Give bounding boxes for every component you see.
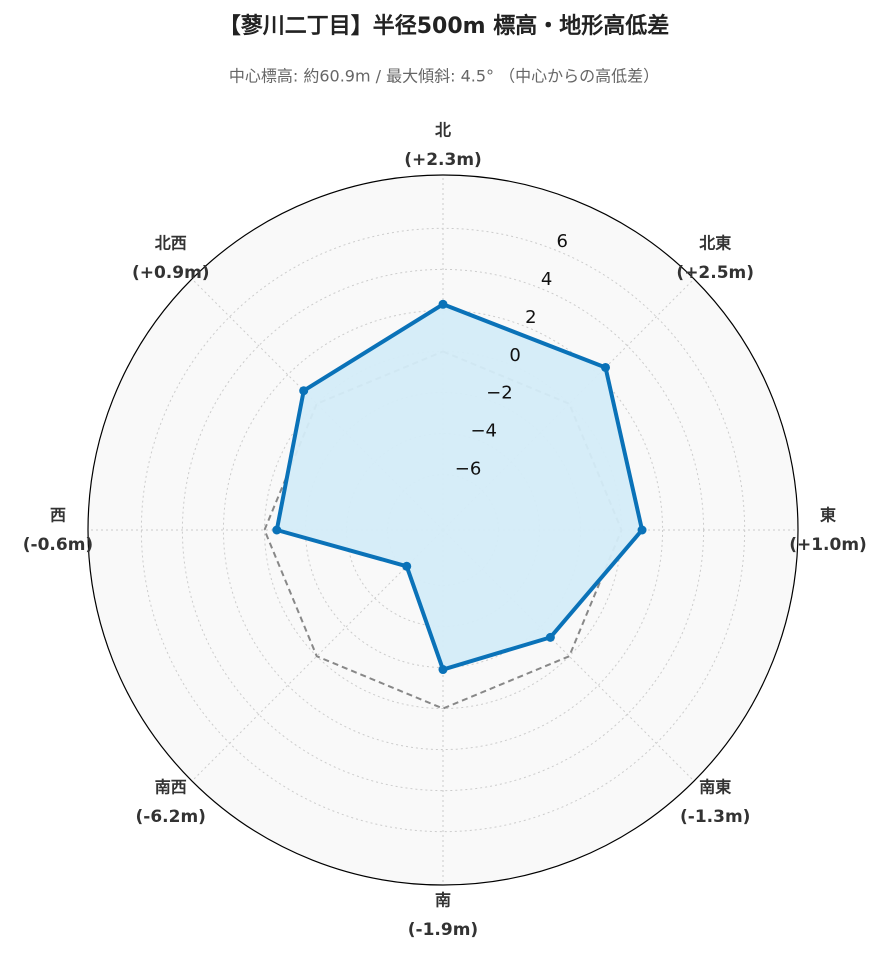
data-point bbox=[601, 362, 611, 372]
category-label: 北 bbox=[435, 121, 451, 140]
spoke bbox=[442, 278, 695, 531]
category-label: 東 bbox=[820, 506, 836, 525]
value-label: (-1.3m) bbox=[680, 807, 750, 827]
spoke bbox=[442, 529, 695, 782]
data-point bbox=[637, 525, 647, 535]
value-label: (+0.9m) bbox=[132, 263, 210, 283]
r-tick-label: −4 bbox=[470, 421, 497, 442]
category-label: 西 bbox=[50, 506, 66, 525]
spoke bbox=[191, 278, 444, 531]
spoke bbox=[191, 529, 444, 782]
value-label: (-6.2m) bbox=[136, 807, 206, 827]
value-label: (+2.3m) bbox=[404, 150, 482, 170]
category-label: 北東 bbox=[699, 233, 731, 252]
data-point bbox=[545, 632, 555, 642]
chart-subtitle: 中心標高: 約60.9m / 最大傾斜: 4.5° （中心からの高低差） bbox=[229, 67, 659, 86]
data-point bbox=[438, 665, 448, 675]
category-label: 北西 bbox=[155, 233, 187, 252]
plot-border bbox=[87, 174, 799, 886]
r-tick-label: −2 bbox=[486, 383, 513, 404]
r-tick-label: 4 bbox=[541, 269, 552, 290]
data-point bbox=[438, 299, 448, 309]
value-label: (+2.5m) bbox=[676, 263, 754, 283]
r-tick-label: 2 bbox=[525, 307, 536, 328]
data-point bbox=[299, 386, 309, 396]
r-tick-label: 0 bbox=[509, 345, 520, 366]
category-label: 南 bbox=[435, 891, 451, 910]
r-tick-label: 6 bbox=[557, 231, 568, 252]
data-point bbox=[272, 525, 282, 535]
chart-title: 【蓼川二丁目】半径500m 標高・地形高低差 bbox=[219, 13, 670, 39]
value-label: (-0.6m) bbox=[23, 535, 93, 555]
value-label: (-1.9m) bbox=[408, 920, 478, 940]
data-point bbox=[402, 561, 412, 571]
category-label: 南東 bbox=[699, 778, 731, 797]
r-tick-label: −6 bbox=[455, 459, 482, 480]
category-label: 南西 bbox=[155, 778, 187, 797]
grid-circle bbox=[222, 309, 664, 751]
value-label: (+1.0m) bbox=[789, 535, 867, 555]
